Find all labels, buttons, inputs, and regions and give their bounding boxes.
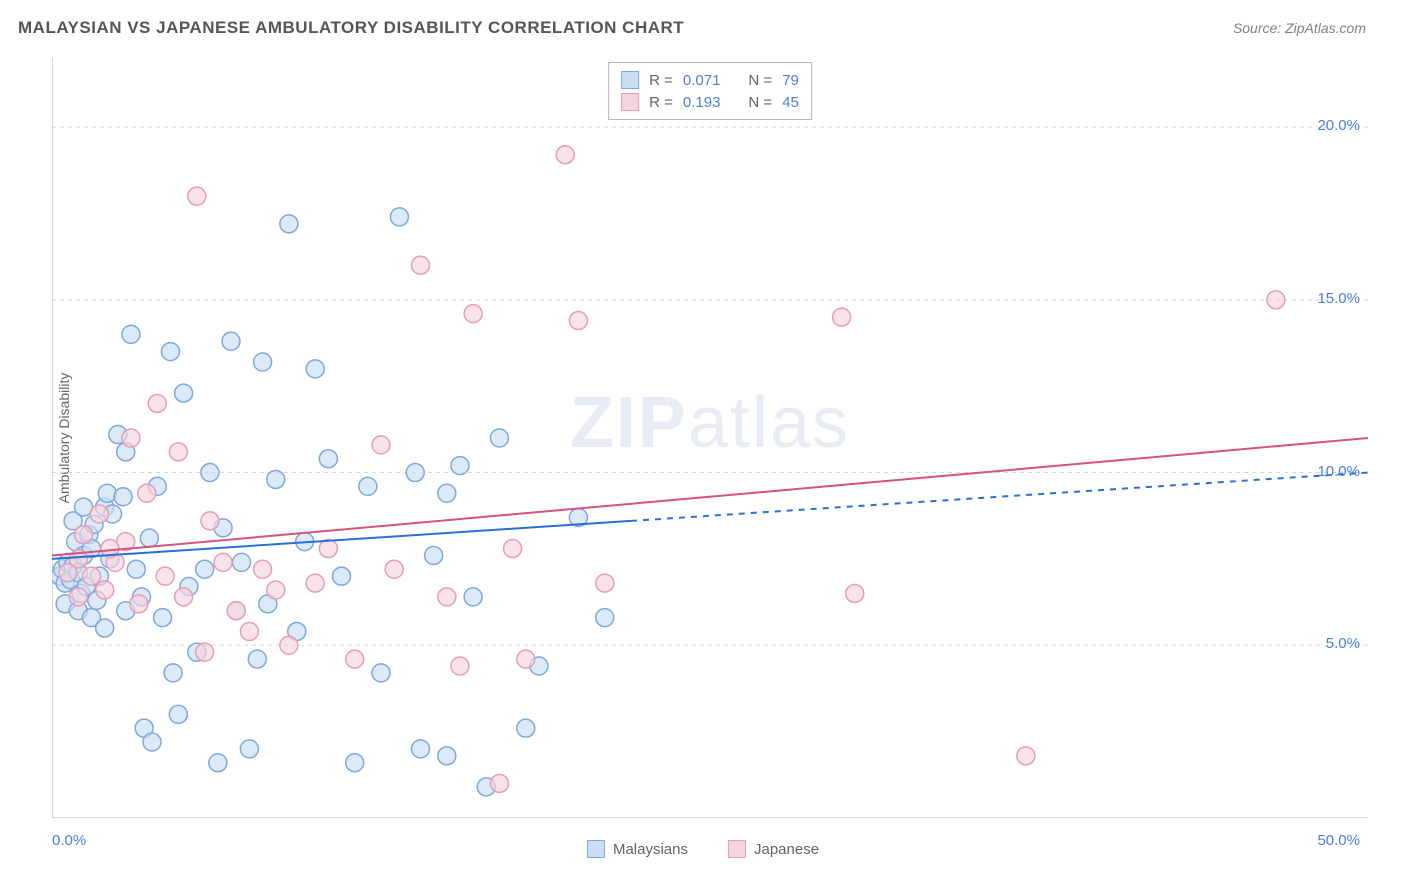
chart-area: Ambulatory Disability ZIPatlas 5.0%10.0%… (52, 58, 1368, 818)
scatter-plot (52, 58, 1368, 818)
swatch-icon (621, 71, 639, 89)
chart-header: MALAYSIAN VS JAPANESE AMBULATORY DISABIL… (0, 0, 1406, 56)
legend-label: Japanese (754, 841, 819, 858)
y-tick-label: 15.0% (1317, 290, 1360, 307)
swatch-icon (728, 840, 746, 858)
legend-item-japanese: Japanese (728, 840, 819, 858)
stats-legend: R = 0.071 N = 79 R = 0.193 N = 45 (608, 62, 812, 120)
x-tick-label: 50.0% (1317, 832, 1360, 849)
legend-label: Malaysians (613, 841, 688, 858)
y-tick-label: 10.0% (1317, 463, 1360, 480)
bottom-legend: Malaysians Japanese (587, 840, 819, 858)
source-label: Source: ZipAtlas.com (1233, 20, 1366, 36)
y-tick-label: 5.0% (1326, 635, 1360, 652)
x-tick-label: 0.0% (52, 832, 86, 849)
legend-item-malaysians: Malaysians (587, 840, 688, 858)
chart-title: MALAYSIAN VS JAPANESE AMBULATORY DISABIL… (18, 18, 684, 38)
stats-row: R = 0.071 N = 79 (621, 69, 799, 91)
swatch-icon (621, 93, 639, 111)
y-tick-label: 20.0% (1317, 117, 1360, 134)
stats-row: R = 0.193 N = 45 (621, 91, 799, 113)
swatch-icon (587, 840, 605, 858)
